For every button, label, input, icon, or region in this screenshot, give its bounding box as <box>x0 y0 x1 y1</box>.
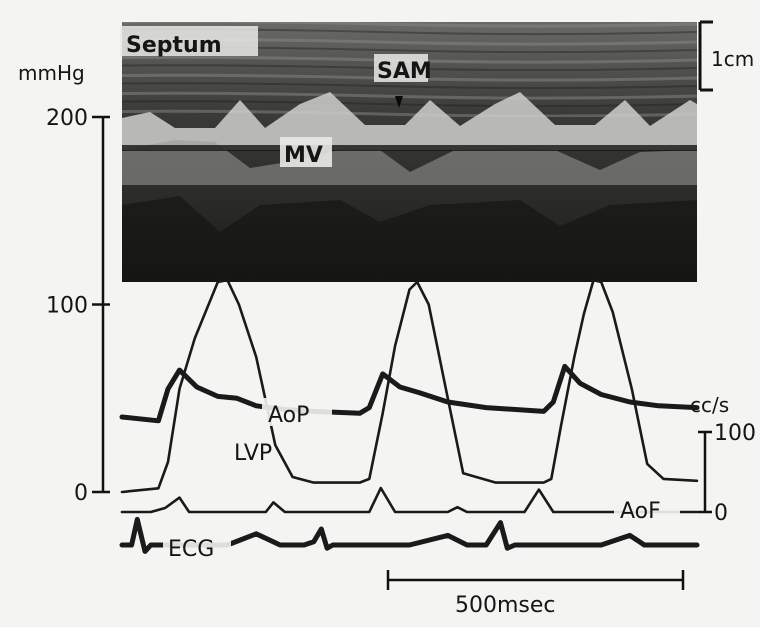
left-axis-tick-label: 200 <box>46 106 88 131</box>
series-label-aof: AoF <box>620 499 661 524</box>
series-label-lvp: LVP <box>234 441 272 466</box>
cm-scale-bar: 1cm <box>698 20 754 92</box>
sam-label: SAM <box>377 59 432 84</box>
left-axis-unit: mmHg <box>18 61 85 85</box>
right-axis-unit: cc/s <box>690 393 729 417</box>
left-axis: mmHg 200 100 0 <box>18 61 110 506</box>
mmode-echo-image: Septum SAM MV <box>120 22 697 282</box>
septum-label: Septum <box>126 33 222 58</box>
traces <box>119 278 700 554</box>
series-line-aop <box>119 363 700 424</box>
time-scale-bar: 500msec <box>386 570 685 618</box>
mv-label: MV <box>284 143 323 168</box>
right-axis-tick-label: 0 <box>714 501 728 526</box>
time-scale-label: 500msec <box>455 593 556 618</box>
mitral-valve-echo <box>122 92 697 150</box>
sam-arrow-icon <box>395 96 403 108</box>
series-line-aof <box>120 486 699 514</box>
left-axis-tick-label: 0 <box>74 481 88 506</box>
series-label-aop: AoP <box>268 403 309 428</box>
series-label-ecg: ECG <box>168 537 214 562</box>
right-axis-tick-label: 100 <box>714 421 756 446</box>
series-line-lvp <box>120 278 699 494</box>
right-axis: cc/s 100 0 <box>690 393 756 526</box>
left-axis-tick-label: 100 <box>46 294 88 319</box>
cm-scale-label: 1cm <box>711 47 754 71</box>
